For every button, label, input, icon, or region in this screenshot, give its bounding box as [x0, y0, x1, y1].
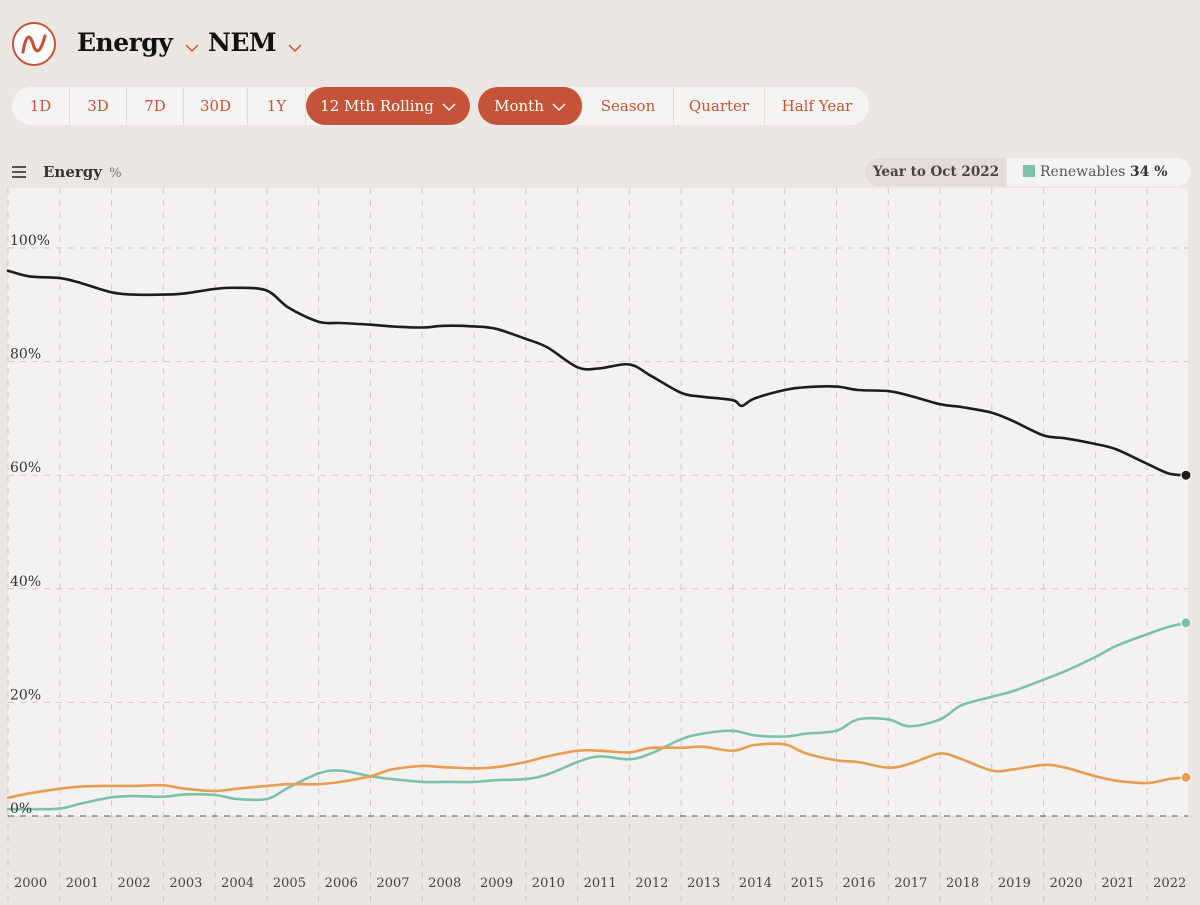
x-tick-label: 2017 [894, 876, 927, 891]
chart-title: Energy % [43, 163, 122, 181]
chart-title-unit: % [109, 166, 122, 181]
interval-button-group: Month Season Quarter Half Year [478, 87, 869, 125]
series-line-fossil[interactable] [6, 269, 1188, 477]
plot-background [8, 188, 1188, 905]
x-tick-label: 2005 [273, 876, 306, 891]
chevron-down-icon [185, 30, 199, 59]
x-tick-label: 2013 [687, 876, 720, 891]
range-button-group: 1D 3D 7D 30D 1Y 12 Mth Rolling [12, 87, 470, 125]
y-axis: 0% 20% 40% 60% 80% 100% [10, 233, 50, 817]
y-tick-label: 100% [10, 233, 50, 249]
chevron-down-icon [552, 88, 566, 125]
x-tick-label: 2003 [169, 876, 202, 891]
x-tick-label: 2018 [946, 876, 979, 891]
series-layer [6, 269, 1192, 811]
x-tick-label: 2006 [325, 876, 358, 891]
hamburger-menu-icon[interactable] [12, 166, 26, 178]
series-line-renewables[interactable] [6, 621, 1188, 811]
range-button-12-mth-rolling-label: 12 Mth Rolling [320, 97, 434, 115]
x-tick-label: 2015 [791, 876, 824, 891]
chevron-down-icon [288, 30, 302, 59]
plot-lower-band [8, 816, 1188, 905]
series-end-point-renewables [1180, 617, 1192, 629]
x-tick-label: 2011 [584, 876, 617, 891]
x-tick-label: 2019 [998, 876, 1031, 891]
x-axis: 2000 2001 2002 2003 2004 2005 2006 2007 2008 2009… [14, 876, 1186, 891]
range-button-1d[interactable]: 1D [12, 87, 70, 125]
legend-item-name: Renewables [1040, 164, 1126, 180]
region-dropdown[interactable]: NEM [208, 28, 302, 59]
interval-button-month[interactable]: Month [478, 87, 583, 125]
interval-button-season[interactable]: Season [583, 87, 674, 125]
x-tick-label: 2008 [428, 876, 461, 891]
line-chart[interactable]: 0%20%40%60%80%100% 2000 2001 2002 2003 2004 2… [0, 188, 1200, 905]
chevron-down-icon [442, 88, 456, 125]
range-button-12-mth-rolling[interactable]: 12 Mth Rolling [306, 87, 470, 125]
y-tick-label: 40% [10, 574, 41, 590]
series-line-orange[interactable] [6, 742, 1188, 800]
region-dropdown-label: NEM [208, 28, 277, 57]
chart-header: Energy % Year to Oct 2022 Renewables 34 … [0, 158, 1200, 188]
y-tick-label: 20% [10, 687, 41, 703]
x-tick-label: 2001 [66, 876, 99, 891]
range-button-30d[interactable]: 30D [184, 87, 248, 125]
metric-dropdown[interactable]: Energy [77, 28, 199, 59]
x-tick-label: 2007 [376, 876, 409, 891]
interval-button-quarter[interactable]: Quarter [674, 87, 765, 125]
range-button-7d[interactable]: 7D [127, 87, 184, 125]
x-tick-label: 2009 [480, 876, 513, 891]
x-tick-label: 2002 [118, 876, 151, 891]
x-tick-label: 2020 [1050, 876, 1083, 891]
x-tick-label: 2014 [739, 876, 772, 891]
series-end-point-orange [1180, 771, 1192, 783]
legend-swatch-renewables [1023, 165, 1035, 177]
x-tick-label: 2022 [1153, 876, 1186, 891]
legend-item-value: 34 % [1129, 164, 1168, 180]
range-button-3d[interactable]: 3D [70, 87, 127, 125]
legend-period: Year to Oct 2022 [865, 158, 1007, 186]
x-tick-label: 2016 [842, 876, 875, 891]
chart-legend: Year to Oct 2022 Renewables 34 % [865, 158, 1191, 186]
interval-button-month-label: Month [494, 97, 544, 115]
logo-icon[interactable] [12, 22, 56, 66]
y-tick-label: 60% [10, 460, 41, 476]
x-tick-label: 2021 [1101, 876, 1134, 891]
chart-title-text: Energy [43, 163, 102, 181]
x-tick-label: 2010 [532, 876, 565, 891]
y-tick-label: 80% [10, 347, 41, 363]
interval-button-half-year[interactable]: Half Year [781, 97, 853, 115]
x-tick-label: 2012 [635, 876, 668, 891]
range-button-1y[interactable]: 1Y [248, 87, 306, 125]
top-header: Energy NEM [0, 0, 1200, 88]
y-grid [8, 247, 1188, 817]
y-tick-label: 0% [10, 801, 32, 817]
x-tick-label: 2000 [14, 876, 47, 891]
x-tick-label: 2004 [221, 876, 254, 891]
series-end-point-fossil [1180, 469, 1192, 481]
legend-item-renewables[interactable]: Renewables 34 % [1023, 158, 1168, 186]
metric-dropdown-label: Energy [77, 28, 173, 57]
